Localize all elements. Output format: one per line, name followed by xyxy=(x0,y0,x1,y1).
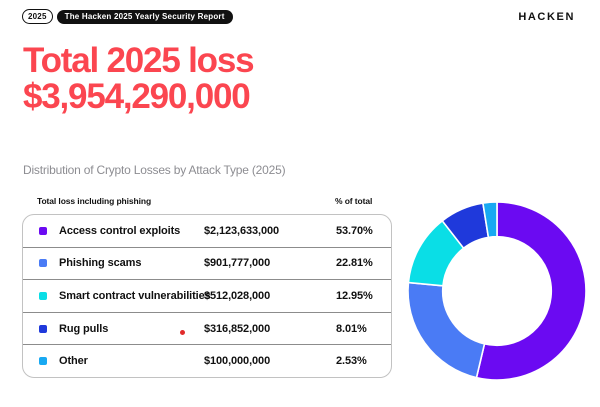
donut-segment-1 xyxy=(407,281,486,379)
report-title-badge: The Hacken 2025 Yearly Security Report xyxy=(56,9,233,24)
loss-amount: $100,000,000 xyxy=(204,355,271,368)
cursor-dot xyxy=(180,330,185,335)
donut-segment-4 xyxy=(482,201,498,239)
donut-chart-svg xyxy=(407,201,587,381)
table-header-percent: % of total xyxy=(335,196,373,206)
hacken-logo: HACKEN xyxy=(518,11,575,23)
page-title-line1: Total 2025 loss xyxy=(23,41,255,80)
attack-type-label: Phishing scams xyxy=(59,257,142,270)
loss-amount: $316,852,000 xyxy=(204,322,271,335)
loss-percent: 53.70% xyxy=(336,224,373,237)
legend-swatch xyxy=(39,226,47,235)
year-badge: 2025 xyxy=(22,9,53,24)
table-row: Access control exploits $2,123,633,000 5… xyxy=(23,215,391,247)
attack-type-label: Access control exploits xyxy=(59,224,181,237)
loss-amount: $901,777,000 xyxy=(204,257,271,270)
donut-segment-0 xyxy=(475,201,587,381)
table-row: Smart contract vulnerabilities $512,028,… xyxy=(23,279,391,312)
table-row: Other $100,000,000 2.53% xyxy=(23,344,391,377)
loss-percent: 12.95% xyxy=(336,289,373,302)
attack-type-label: Other xyxy=(59,355,88,368)
attack-type-label: Smart contract vulnerabilities xyxy=(59,289,211,302)
loss-amount: $512,028,000 xyxy=(204,289,271,302)
loss-percent: 2.53% xyxy=(336,355,367,368)
table-row: Phishing scams $901,777,000 22.81% xyxy=(23,246,391,280)
legend-swatch xyxy=(39,357,47,366)
legend-swatch xyxy=(39,259,47,268)
header-badges: 2025 The Hacken 2025 Yearly Security Rep… xyxy=(22,9,233,24)
table-header-total-loss: Total loss including phishing xyxy=(37,196,152,206)
legend-swatch xyxy=(39,291,47,300)
loss-table: Access control exploits $2,123,633,000 5… xyxy=(22,214,392,378)
loss-amount: $2,123,633,000 xyxy=(204,224,280,237)
page-title: Total 2025 loss $3,954,290,000 xyxy=(23,41,255,116)
loss-percent: 8.01% xyxy=(336,322,367,335)
chart-subtitle: Distribution of Crypto Losses by Attack … xyxy=(23,163,286,177)
donut-chart xyxy=(396,190,598,392)
table-row: Rug pulls $316,852,000 8.01% xyxy=(23,311,391,345)
page-title-line2: $3,954,290,000 xyxy=(23,77,251,116)
loss-percent: 22.81% xyxy=(336,257,373,270)
legend-swatch xyxy=(39,324,47,333)
attack-type-label: Rug pulls xyxy=(59,322,109,335)
